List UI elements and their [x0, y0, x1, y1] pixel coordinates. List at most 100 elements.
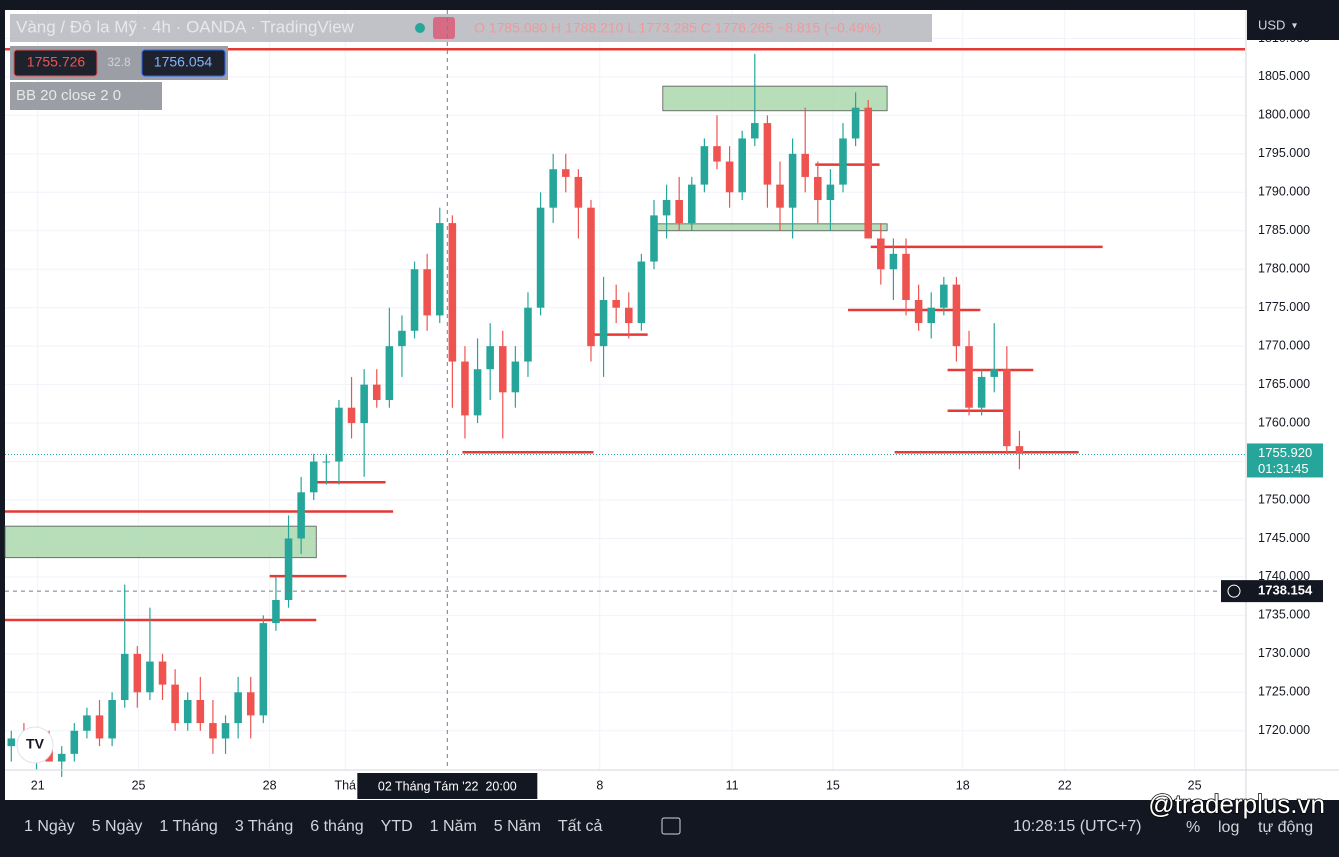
- crosshair-plus[interactable]: [1227, 584, 1241, 598]
- legend-bg: [10, 14, 932, 42]
- candle-body: [146, 661, 154, 693]
- y-tick-label: 1725.000: [1258, 685, 1310, 699]
- sell-price: 1755.726: [27, 54, 86, 70]
- candle-body: [1003, 369, 1011, 447]
- indicator-bg: [10, 82, 162, 110]
- crosshair-price-bg: [1221, 580, 1323, 603]
- candle-body: [448, 223, 457, 362]
- candle-body: [171, 684, 179, 724]
- range-button[interactable]: 1 Tháng: [159, 818, 217, 835]
- candle-body: [801, 153, 809, 177]
- chart-bg: [5, 10, 1339, 800]
- range-button[interactable]: 5 Năm: [494, 818, 541, 835]
- y-tick-label: 1720.000: [1258, 723, 1310, 737]
- candle-body: [788, 153, 797, 208]
- log[interactable]: log: [1218, 819, 1239, 836]
- y-tick-label: 1745.000: [1258, 531, 1310, 545]
- candle-body: [108, 700, 116, 739]
- candle-body: [511, 361, 520, 393]
- candle-body: [486, 346, 494, 370]
- candle-body: [360, 384, 368, 424]
- candle-body: [309, 461, 318, 493]
- candle-body: [372, 384, 381, 400]
- auto[interactable]: tự động: [1258, 819, 1313, 836]
- candle-body: [902, 253, 910, 300]
- candle-body: [914, 300, 923, 324]
- candle-body: [877, 238, 885, 270]
- candle-body: [183, 700, 192, 724]
- x-tick-label: 15: [826, 778, 840, 792]
- y-tick-label: 1795.000: [1258, 146, 1310, 160]
- candle-body: [940, 284, 948, 308]
- x-tick-label: 25: [132, 778, 146, 792]
- x-tick-label: 25: [1188, 778, 1202, 792]
- compare-icon[interactable]: [661, 817, 681, 835]
- range-button[interactable]: 1 Ngày: [24, 818, 75, 835]
- y-tick-label: 1760.000: [1258, 415, 1310, 429]
- candle-body: [990, 369, 999, 377]
- candle-body: [7, 738, 16, 747]
- y-tick-label: 1740.000: [1258, 569, 1310, 583]
- sell-box[interactable]: [13, 49, 98, 77]
- currency[interactable]: USD: [1258, 17, 1285, 32]
- candle-body: [713, 146, 721, 162]
- indicator: BB 20 close 2 0: [16, 87, 121, 104]
- x-tick-label: 18: [956, 778, 970, 792]
- y-tick-label: 1780.000: [1258, 262, 1310, 276]
- y-tick-label: 1735.000: [1258, 608, 1310, 622]
- candle-body: [423, 269, 431, 316]
- y-tick-label: 1805.000: [1258, 69, 1310, 83]
- range-button[interactable]: 6 tháng: [310, 818, 363, 835]
- buy-box[interactable]: [141, 49, 226, 77]
- candle-body: [662, 200, 671, 216]
- candle-body: [158, 661, 167, 685]
- candle-body: [814, 176, 822, 200]
- candle-body: [725, 161, 734, 193]
- candle-body: [234, 692, 242, 724]
- x-tick-label: 21: [31, 778, 45, 792]
- candle-body: [763, 123, 772, 185]
- crosshair-price: 1738.154: [1258, 583, 1313, 598]
- range-button[interactable]: YTD: [381, 818, 413, 835]
- candle-body: [473, 369, 482, 416]
- candle-body: [347, 407, 356, 424]
- candle-body: [977, 376, 986, 408]
- candle-body: [335, 407, 343, 462]
- y-tick-label: 1800.000: [1258, 108, 1310, 122]
- candle-body: [839, 138, 847, 185]
- candle-body: [410, 269, 419, 331]
- y-tick-label: 1765.000: [1258, 377, 1310, 391]
- candle-body: [57, 753, 66, 762]
- y-tick-label: 1790.000: [1258, 185, 1310, 199]
- candle-body: [688, 184, 696, 224]
- candle-body: [259, 623, 268, 716]
- candle-body: [965, 346, 973, 408]
- range-button[interactable]: Tất cả: [558, 818, 603, 835]
- candle-body: [435, 223, 444, 316]
- range-button[interactable]: 5 Ngày: [92, 818, 143, 835]
- candle-body: [1015, 446, 1024, 454]
- status-dot: [415, 23, 425, 33]
- range-button[interactable]: 1 Năm: [430, 818, 477, 835]
- x-tick-label: 8: [596, 778, 603, 792]
- spread: 32.8: [107, 55, 131, 69]
- candle-body: [889, 253, 898, 270]
- candle-body: [587, 207, 595, 347]
- candle-body: [95, 715, 104, 739]
- candle-body: [650, 215, 658, 262]
- candle-body: [120, 653, 129, 700]
- candle-body: [461, 361, 469, 416]
- x-tick-label: Thá: [334, 778, 356, 792]
- candle-body: [322, 461, 331, 463]
- percent[interactable]: %: [1186, 819, 1200, 836]
- candle-body: [700, 146, 709, 185]
- last-price-tag: [1247, 443, 1323, 478]
- range-button[interactable]: 3 Tháng: [235, 818, 293, 835]
- candle-body: [524, 307, 532, 362]
- candle-body: [776, 184, 784, 208]
- candle-body: [952, 284, 961, 347]
- candle-body: [83, 715, 91, 731]
- zone: [654, 223, 888, 232]
- candle-body: [549, 169, 557, 208]
